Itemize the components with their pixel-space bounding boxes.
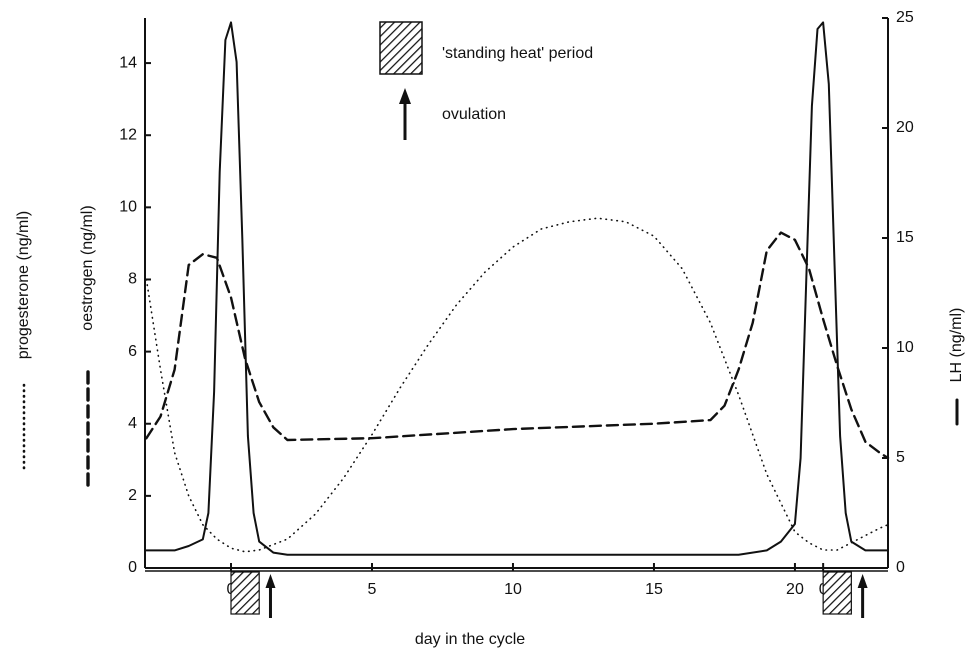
x-tick-label: 10 — [504, 581, 522, 598]
y2-tick-label: 5 — [896, 449, 905, 466]
y-tick-label: 8 — [128, 271, 137, 288]
y-tick-label: 4 — [128, 415, 137, 432]
series-line — [145, 217, 889, 553]
y2-tick-label: 25 — [896, 9, 914, 26]
legend: 'standing heat' period ovulation — [379, 21, 593, 140]
standing-heat-period — [822, 571, 852, 615]
y2-tick-label: 0 — [896, 559, 905, 576]
ovulation-arrow — [265, 574, 276, 618]
x-tick-label: 20 — [786, 581, 804, 598]
axis-label: progesterone (ng/ml) — [15, 211, 32, 360]
series-line — [145, 21, 889, 556]
y2-tick-label: 10 — [896, 339, 914, 356]
series-line — [145, 231, 890, 460]
y-tick-label: 0 — [128, 559, 137, 576]
legend-label: ovulation — [442, 106, 506, 123]
axis-label: LH (ng/ml) — [948, 308, 965, 383]
y2-tick-label: 20 — [896, 119, 914, 136]
legend-arrow-head — [399, 88, 411, 104]
x-tick-label: 15 — [645, 581, 663, 598]
ovulation-arrow-head — [265, 574, 276, 588]
x-axis-label: day in the cycle — [415, 631, 525, 648]
y-tick-label: 2 — [128, 487, 137, 504]
ovulation-arrow-head — [857, 574, 868, 588]
standing-heat-period — [230, 571, 260, 615]
y-tick-label: 6 — [128, 343, 137, 360]
y-tick-label: 14 — [119, 54, 137, 71]
y-tick-label: 12 — [119, 126, 137, 143]
x-tick-label: 5 — [368, 581, 377, 598]
y-tick-label: 10 — [119, 199, 137, 216]
legend-label: 'standing heat' period — [442, 45, 593, 62]
ovulation-arrow — [857, 574, 868, 618]
legend-hatch — [379, 21, 423, 75]
axis-label: oestrogen (ng/ml) — [79, 205, 96, 330]
y2-tick-label: 15 — [896, 229, 914, 246]
